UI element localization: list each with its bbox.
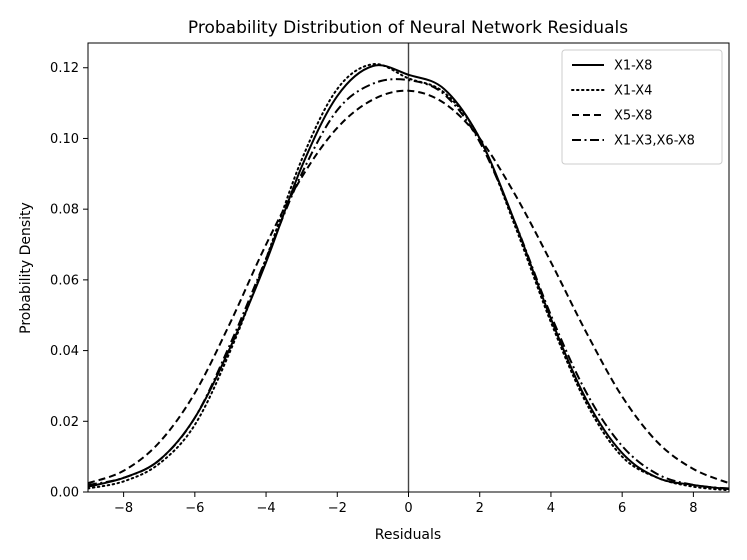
y-axis-label: Probability Density: [18, 202, 34, 334]
x-tick-label: 0: [404, 501, 412, 516]
x-tick-label: 6: [618, 501, 626, 516]
series-line-1: [88, 64, 729, 491]
legend-label-1: X1-X8: [614, 59, 652, 74]
series-line-4: [88, 78, 729, 490]
y-tick-label: 0.08: [50, 203, 79, 218]
y-tick-label: 0.04: [50, 344, 79, 359]
x-tick-label: 2: [476, 501, 484, 516]
series-group: [88, 63, 729, 492]
legend: X1-X8 X1-X4 X5-X8 X1-X3,X6-X8: [561, 49, 723, 165]
legend-label-3: X5-X8: [614, 109, 652, 124]
legend-label-2: X1-X4: [614, 84, 652, 99]
y-tick-label: 0.10: [50, 132, 79, 147]
series-line-3: [88, 89, 729, 485]
legend-box: [561, 49, 723, 165]
y-tick-label: 0.12: [50, 61, 79, 76]
x-tick-label: −4: [256, 501, 275, 516]
chart-title: Probability Distribution of Neural Netwo…: [188, 18, 628, 38]
x-tick-label: 4: [547, 501, 555, 516]
series-line-2: [88, 63, 729, 492]
y-tick-label: 0.02: [50, 415, 79, 430]
y-tick-label: 0.00: [50, 486, 79, 501]
y-tick-label: 0.06: [50, 273, 79, 288]
x-tick-label: −2: [328, 501, 347, 516]
legend-label-4: X1-X3,X6-X8: [614, 134, 695, 149]
x-axis-label: Residuals: [375, 527, 441, 543]
x-tick-label: −8: [114, 501, 133, 516]
x-tick-label: 8: [689, 501, 697, 516]
plot-area: −8 −6 −4 −2 0 2 4 6 8 0.00 0.02 0.04 0.06 0.08 0.10 0.1…: [50, 42, 730, 516]
x-tick-label: −6: [185, 501, 204, 516]
